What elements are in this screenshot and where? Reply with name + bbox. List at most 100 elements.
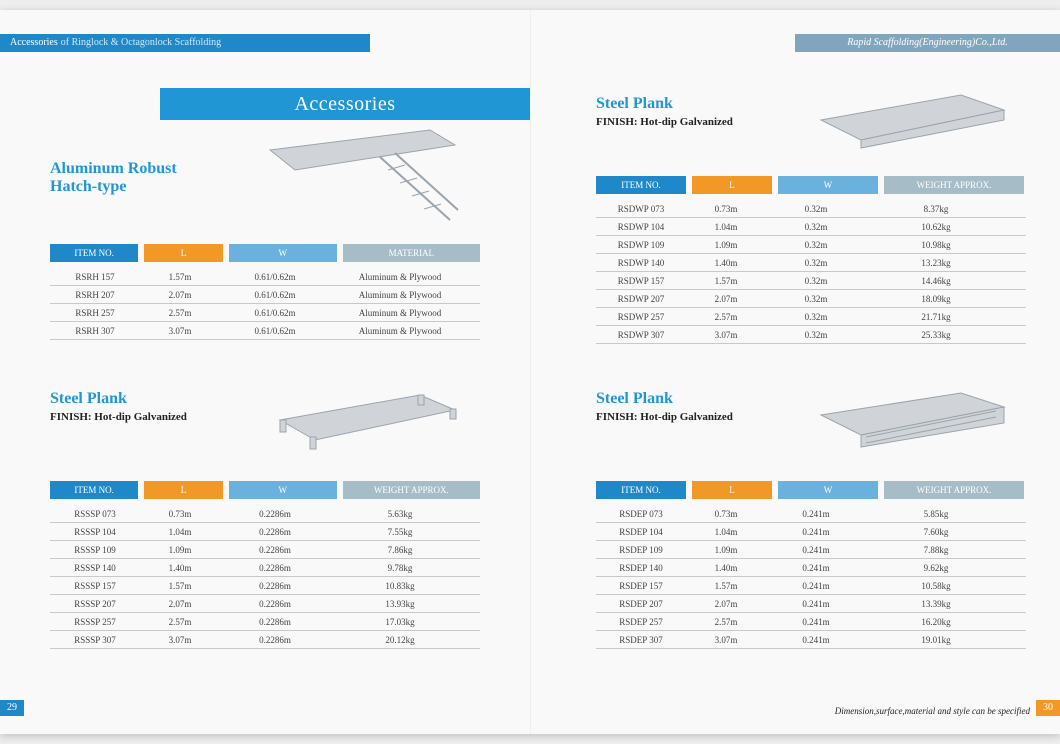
table-row: RSDWP 0730.73m0.32m8.37kg <box>596 200 1026 218</box>
table-cell: 3.07m <box>686 635 766 645</box>
section-steel-plank-dep: Steel Plank FINISH: Hot-dip Galvanized I… <box>596 390 1026 649</box>
table-cell: 0.2286m <box>220 545 330 555</box>
table-cell: 20.12kg <box>330 635 470 645</box>
table-cell: 0.32m <box>766 312 866 322</box>
table-cell: 7.86kg <box>330 545 470 555</box>
table-row: RSRH 1571.57m0.61/0.62mAluminum & Plywoo… <box>50 268 480 286</box>
th-l: L <box>692 481 772 499</box>
table-cell: RSRH 157 <box>50 272 140 282</box>
table-cell: 7.60kg <box>866 527 1006 537</box>
table-cell: 0.2286m <box>220 635 330 645</box>
table-cell: RSDWP 307 <box>596 330 686 340</box>
table-cell: 9.62kg <box>866 563 1006 573</box>
page-number-left: 29 <box>0 700 24 716</box>
table-cell: 0.32m <box>766 276 866 286</box>
accessories-banner: Accessories <box>160 88 530 120</box>
table-cell: 5.85kg <box>866 509 1006 519</box>
table-row: RSSSP 2072.07m0.2286m13.93kg <box>50 595 480 613</box>
table-cell: 2.07m <box>686 294 766 304</box>
table-row: RSDEP 1401.40m0.241m9.62kg <box>596 559 1026 577</box>
table-cell: RSSSP 207 <box>50 599 140 609</box>
table-cell: 2.07m <box>686 599 766 609</box>
table-cell: 9.78kg <box>330 563 470 573</box>
table-cell: 2.07m <box>140 290 220 300</box>
table-cell: RSDWP 257 <box>596 312 686 322</box>
table-cell: 2.57m <box>686 312 766 322</box>
table-cell: 17.03kg <box>330 617 470 627</box>
table-cell: 21.71kg <box>866 312 1006 322</box>
table-cell: 2.57m <box>140 308 220 318</box>
table-cell: 1.40m <box>686 258 766 268</box>
table-cell: 1.57m <box>686 581 766 591</box>
table-cell: 1.57m <box>140 272 220 282</box>
table-cell: RSSSP 140 <box>50 563 140 573</box>
section2-tbody: RSSSP 0730.73m0.2286m5.63kgRSSSP 1041.04… <box>50 505 480 649</box>
th-item-no: ITEM NO. <box>50 481 138 499</box>
table-cell: RSDWP 140 <box>596 258 686 268</box>
section4-thead: ITEM NO. L W WEIGHT APPROX. <box>596 481 1026 499</box>
header-left-rest: of Ringlock & Octagonlock Scaffolding <box>61 34 221 52</box>
table-cell: 0.241m <box>766 563 866 573</box>
th-l: L <box>144 244 222 262</box>
table-cell: RSSSP 157 <box>50 581 140 591</box>
table-row: RSDWP 1571.57m0.32m14.46kg <box>596 272 1026 290</box>
section1-thead: ITEM NO. L W MATERIAL <box>50 244 480 262</box>
table-cell: 0.32m <box>766 240 866 250</box>
table-cell: 0.241m <box>766 599 866 609</box>
section3-thead: ITEM NO. L W WEIGHT APPROX. <box>596 176 1026 194</box>
table-cell: RSDEP 073 <box>596 509 686 519</box>
th-weight: WEIGHT APPROX. <box>343 481 480 499</box>
table-row: RSRH 2572.57m0.61/0.62mAluminum & Plywoo… <box>50 304 480 322</box>
table-cell: 19.01kg <box>866 635 1006 645</box>
table-cell: RSDWP 104 <box>596 222 686 232</box>
section-steel-plank-dwp: Steel Plank FINISH: Hot-dip Galvanized I… <box>596 95 1026 344</box>
table-cell: 0.241m <box>766 581 866 591</box>
table-cell: 0.2286m <box>220 563 330 573</box>
table-row: RSSSP 1401.40m0.2286m9.78kg <box>50 559 480 577</box>
table-cell: 13.93kg <box>330 599 470 609</box>
table-cell: RSRH 257 <box>50 308 140 318</box>
table-row: RSDWP 2072.07m0.32m18.09kg <box>596 290 1026 308</box>
table-cell: RSDEP 140 <box>596 563 686 573</box>
th-w: W <box>229 481 337 499</box>
table-cell: 0.61/0.62m <box>220 272 330 282</box>
table-cell: 0.241m <box>766 509 866 519</box>
table-row: RSDWP 2572.57m0.32m21.71kg <box>596 308 1026 326</box>
table-row: RSDWP 1401.40m0.32m13.23kg <box>596 254 1026 272</box>
table-cell: 0.241m <box>766 527 866 537</box>
table-cell: 10.58kg <box>866 581 1006 591</box>
table-row: RSRH 2072.07m0.61/0.62mAluminum & Plywoo… <box>50 286 480 304</box>
steel-plank-sssp-icon <box>260 385 460 455</box>
table-cell: 3.07m <box>140 326 220 336</box>
page-right: Rapid Scaffolding(Engineering)Co.,Ltd. S… <box>530 10 1060 734</box>
table-cell: 2.57m <box>686 617 766 627</box>
table-cell: RSDWP 109 <box>596 240 686 250</box>
section3-table: ITEM NO. L W WEIGHT APPROX. RSDWP 0730.7… <box>596 176 1026 344</box>
table-cell: 0.241m <box>766 545 866 555</box>
table-cell: 1.09m <box>686 240 766 250</box>
table-cell: 1.57m <box>686 276 766 286</box>
footer-note: Dimension,surface,material and style can… <box>835 706 1030 716</box>
hatch-platform-icon <box>260 125 460 225</box>
table-cell: RSSSP 307 <box>50 635 140 645</box>
table-cell: RSDWP 073 <box>596 204 686 214</box>
table-cell: RSRH 307 <box>50 326 140 336</box>
table-cell: 1.04m <box>140 527 220 537</box>
th-item-no: ITEM NO. <box>50 244 138 262</box>
section4-tbody: RSDEP 0730.73m0.241m5.85kgRSDEP 1041.04m… <box>596 505 1026 649</box>
th-weight: WEIGHT APPROX. <box>884 481 1024 499</box>
table-cell: 0.241m <box>766 635 866 645</box>
section-steel-plank-sssp: Steel Plank FINISH: Hot-dip Galvanized I… <box>50 390 480 649</box>
th-l: L <box>692 176 772 194</box>
table-cell: RSSSP 257 <box>50 617 140 627</box>
table-cell: 0.61/0.62m <box>220 290 330 300</box>
table-cell: 0.73m <box>140 509 220 519</box>
table-cell: 1.40m <box>140 563 220 573</box>
table-cell: 0.2286m <box>220 509 330 519</box>
table-cell: RSRH 207 <box>50 290 140 300</box>
table-cell: 0.32m <box>766 294 866 304</box>
table-cell: 0.32m <box>766 258 866 268</box>
th-w: W <box>778 176 878 194</box>
table-row: RSDEP 1041.04m0.241m7.60kg <box>596 523 1026 541</box>
section4-table: ITEM NO. L W WEIGHT APPROX. RSDEP 0730.7… <box>596 481 1026 649</box>
